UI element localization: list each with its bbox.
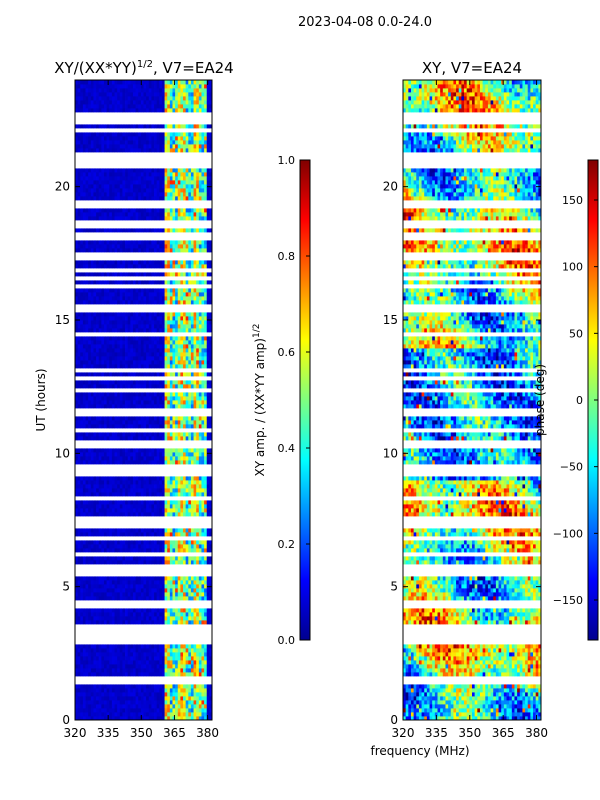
amplitude-y-tick-label: 15: [55, 313, 70, 327]
amplitude-panel: XY/(XX*YY)1/2, V7=EA24 320 335 350 365 380 0 5…: [34, 59, 234, 740]
phase-x-tick-label: 320: [392, 726, 415, 740]
amplitude-panel-title: XY/(XX*YY)1/2, V7=EA24: [54, 59, 233, 77]
amplitude-y-axis-label: UT (hours): [34, 368, 48, 431]
amplitude-y-tick-label: 5: [62, 580, 70, 594]
phase-colorbar-ticks: −150 −100 −50 0 50 100 150: [553, 194, 598, 607]
amplitude-axes-ticks: 320 335 350 365 380 0 5 10 15 20: [55, 80, 219, 740]
amplitude-colorbar-tick-label: 0.4: [278, 442, 296, 455]
phase-x-tick-label: 365: [492, 726, 515, 740]
phase-axes-frame: [402, 79, 542, 721]
phase-panel: XY, V7=EA24 320 335 350 365 380 0 5 10 15 20: [383, 59, 548, 740]
phase-colorbar: −150 −100 −50 0 50 100 150 phase (deg): [533, 159, 599, 641]
amplitude-colorbar-ticks: 0.0 0.2 0.4 0.6 0.8 1.0: [278, 154, 310, 647]
phase-x-tick-label: 350: [458, 726, 481, 740]
amplitude-colorbar-label: XY amp. / (XX*YY amp)1/2: [252, 324, 267, 477]
amplitude-x-tick-label: 350: [130, 726, 153, 740]
phase-colorbar-tick-label: −50: [560, 461, 583, 474]
phase-colorbar-tick-label: −150: [553, 594, 583, 607]
amplitude-y-tick-label: 20: [55, 180, 70, 194]
phase-y-tick-label: 20: [383, 180, 398, 194]
phase-panel-title: XY, V7=EA24: [422, 59, 522, 77]
phase-y-tick-label: 10: [383, 446, 398, 460]
phase-axes-ticks: 320 335 350 365 380 0 5 10 15 20: [383, 80, 548, 740]
amplitude-colorbar-tick-label: 0.6: [278, 346, 296, 359]
phase-colorbar-tick-label: 100: [562, 261, 583, 274]
amplitude-axes-frame: [74, 79, 213, 721]
phase-y-tick-label: 5: [390, 580, 398, 594]
phase-y-tick-label: 0: [390, 713, 398, 727]
amplitude-colorbar-tick-label: 1.0: [278, 154, 296, 167]
amplitude-heatmap: [75, 80, 212, 720]
phase-colorbar-tick-label: 0: [576, 394, 583, 407]
phase-colorbar-tick-label: −100: [553, 527, 583, 540]
phase-y-tick-label: 15: [383, 313, 398, 327]
amplitude-colorbar: 0.0 0.2 0.4 0.6 0.8 1.0 XY amp. / (XX*YY amp)…: [252, 154, 311, 647]
phase-heatmap: [403, 80, 541, 720]
amplitude-x-tick-label: 335: [97, 726, 120, 740]
amplitude-x-tick-label: 365: [163, 726, 186, 740]
phase-x-tick-label: 380: [525, 726, 548, 740]
amplitude-y-tick-label: 10: [55, 446, 70, 460]
amplitude-y-tick-label: 0: [62, 713, 70, 727]
x-axis-label: frequency (MHz): [370, 744, 469, 758]
amplitude-x-tick-label: 320: [64, 726, 87, 740]
amplitude-colorbar-tick-label: 0.2: [278, 538, 296, 551]
amplitude-x-tick-label: 380: [196, 726, 219, 740]
phase-x-tick-label: 335: [425, 726, 448, 740]
amplitude-colorbar-gradient: [299, 159, 311, 641]
figure-suptitle: 2023-04-08 0.0-24.0: [298, 15, 432, 30]
phase-colorbar-tick-label: 150: [562, 194, 583, 207]
phase-colorbar-tick-label: 50: [569, 327, 583, 340]
amplitude-colorbar-tick-label: 0.8: [278, 250, 296, 263]
phase-colorbar-label: phase (deg): [533, 364, 547, 436]
amplitude-colorbar-tick-label: 0.0: [278, 634, 296, 647]
